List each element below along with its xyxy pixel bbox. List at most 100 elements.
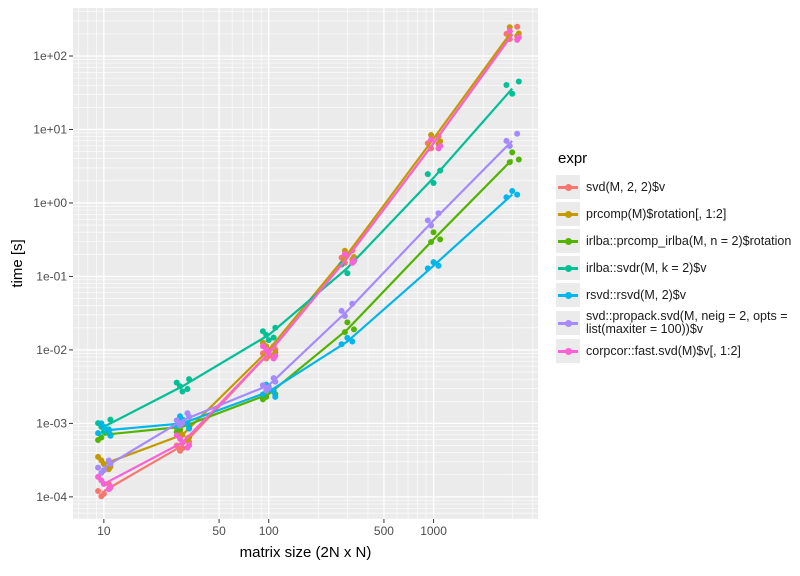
data-point [344,270,351,277]
data-point [184,385,191,392]
data-point [506,159,513,166]
data-point [428,238,435,245]
data-point [100,467,107,474]
series-line [103,87,514,428]
data-point [105,427,112,434]
data-point [514,23,521,30]
legend-key [556,175,580,199]
legend-label: irlba::svdr(M, k = 2)$v [586,260,707,275]
x-tick-label: 10 [97,524,111,538]
data-point [509,187,516,194]
y-axis-title: time [s] [9,239,26,287]
series-6 [95,28,522,493]
panel-background [73,8,538,519]
data-point [265,350,272,357]
legend-key [556,202,580,226]
data-point [186,376,193,383]
data-point [341,251,348,258]
data-point [272,352,279,359]
data-point [428,132,435,139]
data-point [503,137,510,144]
data-point [186,442,193,449]
data-point [107,483,114,490]
data-point [100,490,107,497]
legend-label: rsvd::rsvd(M, 2)$v [586,287,687,302]
data-point [177,383,184,390]
data-point [95,464,102,471]
x-axis-title: matrix size (2N x N) [240,544,372,561]
series-5 [95,130,521,476]
legend-label: svd(M, 2, 2)$v [586,179,666,194]
legend-item: svd(M, 2, 2)$v [556,175,800,199]
data-point [179,439,186,446]
legend-item: prcomp(M)$rotation[, 1:2] [556,202,800,226]
x-tick-label: 100 [259,524,279,538]
data-point [95,488,102,495]
data-point [95,453,102,460]
data-point [437,167,444,174]
data-point [428,222,435,229]
legend-item: corpcor::fast.svd(M)$v[, 1:2] [556,339,800,363]
data-point [349,300,356,307]
data-point [515,78,522,85]
data-point [503,81,510,88]
data-point [107,416,114,423]
legend-label: corpcor::fast.svd(M)$v[, 1:2] [586,343,741,358]
data-point [107,432,114,439]
data-point [437,142,444,149]
data-point [509,90,516,97]
x-tick-label: 50 [212,524,226,538]
data-point [341,329,348,336]
legend-label: svd::propack.svd(M, neig = 2, opts = lis… [586,309,788,336]
legend-item: irlba::svdr(M, k = 2)$v [556,256,800,280]
data-point [437,236,444,243]
x-tick-label: 1000 [420,524,447,538]
data-point [270,388,277,395]
data-point [428,136,435,143]
data-point [338,307,345,314]
data-point [186,413,193,420]
data-point [514,191,521,198]
data-point [186,425,193,432]
series-4 [95,187,521,439]
legend: expr svd(M, 2, 2)$v prcomp(M)$rotation[, … [556,150,800,366]
y-tick-label: 1e+01 [33,122,67,136]
data-point [177,413,184,420]
data-point [430,229,437,236]
y-tick-label: 1e-01 [36,269,67,283]
legend-key [556,256,580,280]
data-point [259,343,266,350]
data-point [506,143,513,150]
data-point [514,130,521,137]
data-point [184,420,191,427]
data-point [424,265,431,272]
legend-item: rsvd::rsvd(M, 2)$v [556,283,800,307]
series-line [103,140,514,469]
data-point [270,334,277,341]
data-point [435,210,442,217]
data-point [341,313,348,320]
legend-key [556,311,580,335]
legend-label: irlba::prcomp_irlba(M, n = 2)$rotation [586,233,792,248]
data-point [424,217,431,224]
series-line [103,34,514,485]
data-point [179,445,186,452]
y-tick-label: 1e-04 [36,490,67,504]
data-point [95,436,102,443]
data-point [179,420,186,427]
data-point [430,259,437,266]
legend-label: prcomp(M)$rotation[, 1:2] [586,206,727,221]
data-point [95,473,102,480]
data-point [259,382,266,389]
data-point [515,34,522,41]
data-point [349,338,356,345]
data-point [509,149,516,156]
data-point [338,341,345,348]
data-point [272,378,279,385]
x-tick-label: 500 [374,524,394,538]
legend-item: svd::propack.svd(M, neig = 2, opts = lis… [556,310,800,336]
data-point [179,388,186,395]
y-tick-label: 1e-03 [36,416,67,430]
data-point [424,171,431,178]
legend-key [556,283,580,307]
